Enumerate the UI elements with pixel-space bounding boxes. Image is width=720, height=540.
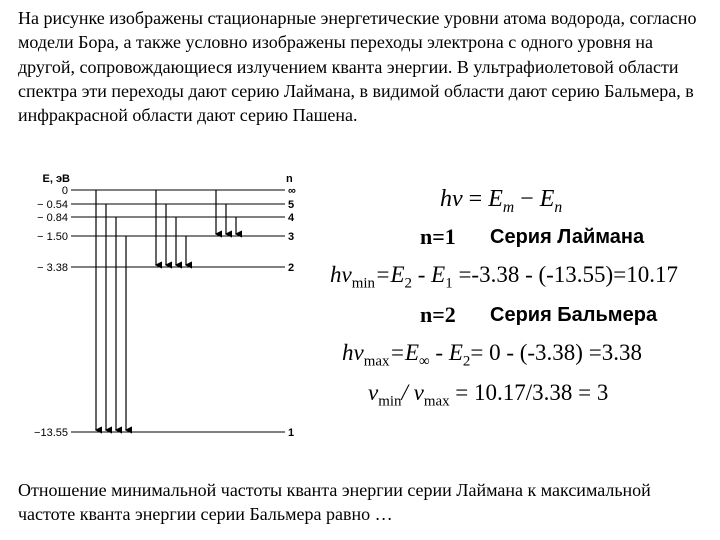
eq1-En: E [540,186,555,212]
eq2-sub-2: 2 [405,276,412,292]
eq4-sub-min: min [378,394,401,410]
svg-text:n: n [286,173,293,185]
label-n2-text: n=2 [420,302,456,327]
eq4-nu1: ν [368,380,378,405]
label-n1-text: n=1 [420,224,456,249]
eq2-sub-1: 1 [445,276,452,292]
svg-text:− 0.84: − 0.84 [37,212,68,224]
series-balmer-label: Серия Бальмера [490,304,657,327]
equation-lyman-min: hνmin=E2 - E1 =-3.38 - (-13.55)=10.17 [330,262,678,293]
svg-text:1: 1 [288,427,294,439]
eq1-minus: − [514,186,540,212]
eq1-Em: E [488,186,503,212]
svg-text:2: 2 [288,262,294,274]
question-paragraph: Отношение минимальной частоты кванта эне… [18,478,708,527]
svg-text:0: 0 [62,185,68,197]
svg-text:− 0.54: − 0.54 [37,199,68,211]
series-lyman-label: Серия Лаймана [490,226,644,249]
series-lyman-text: Серия Лаймана [490,226,644,248]
eq3-values: = 0 - (-3.38) [470,340,583,365]
label-n2: n=2 [420,302,456,328]
eq1-hv: hν [440,186,463,212]
eq3-E2: - E [430,340,463,365]
energy-level-diagram: E, эВ n 0 ∞ − 0.54 5 − 0.84 4 − 1.50 3 − 3.38 2 −13.… [8,170,313,460]
eq2-result: =10.17 [613,262,678,287]
label-n1: n=1 [420,224,456,250]
series-balmer-text: Серия Бальмера [490,304,657,326]
svg-text:3: 3 [288,231,294,243]
eq3-result: =3.38 [583,340,642,365]
eq2-E2: =E [375,262,405,287]
eq1-sub-m: m [503,199,514,216]
svg-text:− 3.38: − 3.38 [37,262,68,274]
eq1-sub-n: n [554,199,562,216]
intro-text: На рисунке изображены стационарные энерг… [18,8,697,125]
eq3-sub-max: max [364,354,390,370]
svg-text:−13.55: −13.55 [34,427,68,439]
eq2-values: =-3.38 - (-13.55) [453,262,614,287]
eq1-equals: = [463,186,489,212]
question-text: Отношение минимальной частоты кванта эне… [18,480,651,524]
eq2-hv: hν [330,262,352,287]
eq4-nu2: / ν [401,380,423,405]
eq4-result: = 10.17/3.38 = 3 [450,380,609,405]
eq4-sub-max: max [424,394,450,410]
intro-paragraph: На рисунке изображены стационарные энерг… [18,6,708,127]
eq3-sub-inf: ∞ [419,354,430,370]
eq3-hv: hν [342,340,364,365]
svg-text:− 1.50: − 1.50 [37,231,68,243]
eq2-E1: - E [412,262,445,287]
eq3-Einf: =E [389,340,419,365]
svg-text:4: 4 [288,212,295,224]
svg-text:5: 5 [288,199,294,211]
equation-ratio: νmin/ νmax = 10.17/3.38 = 3 [368,380,608,411]
eq2-sub-min: min [352,276,375,292]
equation-balmer-max: hνmax=E∞ - E2= 0 - (-3.38) =3.38 [342,340,642,371]
svg-text:∞: ∞ [288,185,296,197]
svg-text:E, эВ: E, эВ [43,173,71,185]
equation-photon-energy: hν = Em − En [440,186,562,217]
